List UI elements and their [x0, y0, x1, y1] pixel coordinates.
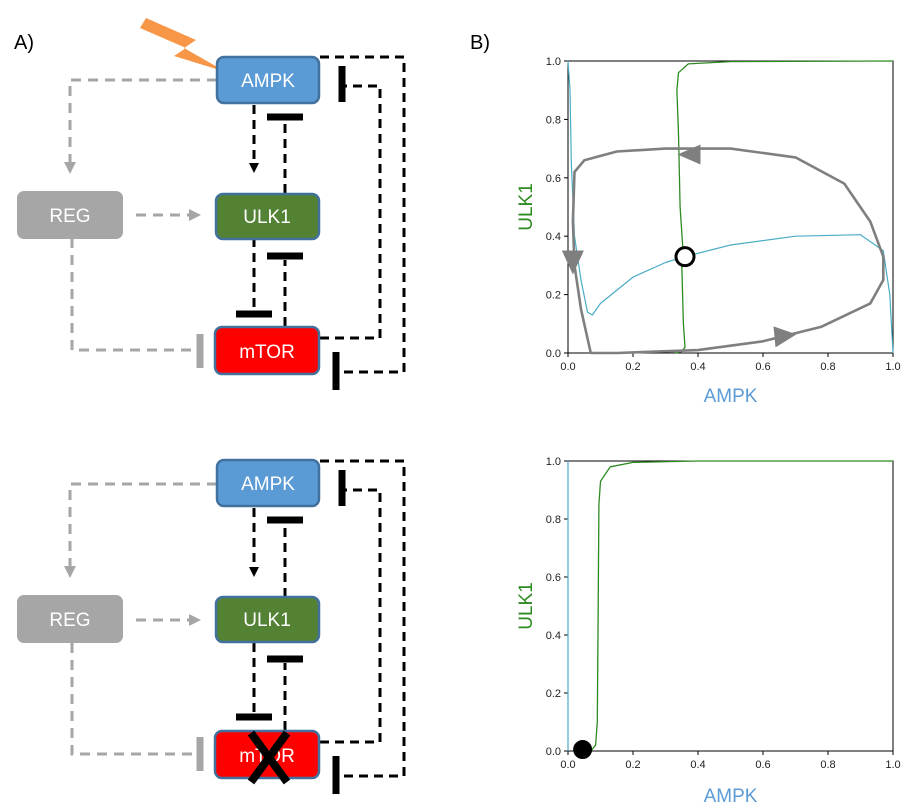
phase-plane-bottom: 0.0 0.2 0.4 0.6 0.8 1.0 0.0 0.2 0.4 0.6 0.8 1.0 AMPK… [516, 456, 901, 805]
flow-direction-arrow [677, 144, 701, 165]
y-tick-label: 1.0 [546, 456, 561, 468]
edge-ampk-inhibits-mtor [320, 459, 406, 778]
y-tick-label: 0.6 [546, 173, 561, 185]
x-tick-label: 0.6 [755, 361, 770, 373]
phase-plane-top: 0.0 0.2 0.4 0.6 0.8 1.0 0.0 0.2 0.4 0.6 0.8 1.0 AMPK… [516, 56, 901, 407]
edge-ampk-to-reg [64, 482, 217, 578]
node-ampk-label: AMPK [241, 474, 295, 495]
edge-ampk-to-reg [64, 78, 217, 174]
x-tick-label: 0.2 [625, 361, 640, 373]
node-ulk1: ULK1 [214, 595, 321, 644]
panel-a-label: A) [14, 32, 34, 54]
network-bottom: AMPK ULK1 mTOR REG [17, 458, 406, 794]
panel-b-label: B) [470, 32, 490, 54]
x-tick-label: 0.4 [690, 361, 705, 373]
y-tick-label: 0.4 [546, 630, 561, 642]
x-tick-label: 0.8 [820, 361, 835, 373]
x-tick-label: 0.6 [755, 759, 770, 771]
node-ulk1: ULK1 [214, 192, 321, 241]
x-tick-label: 1.0 [885, 361, 900, 373]
unstable-fixed-point [674, 246, 696, 268]
edge-mtor-inhibits-ampk [320, 488, 382, 744]
ulk1-nullcline-line [590, 460, 893, 752]
edge-ampk-inhibits-mtor [320, 55, 406, 374]
node-reg-label: REG [49, 206, 90, 227]
cross-icon [247, 730, 291, 785]
x-tick-label: 0.4 [690, 759, 705, 771]
x-tick-label: 0.8 [820, 759, 835, 771]
y-tick-label: 1.0 [546, 56, 561, 68]
node-mtor-label: mTOR [239, 342, 295, 363]
edge-mtor-inhibits-ampk [320, 84, 382, 340]
y-tick-label: 0.8 [546, 114, 561, 126]
node-reg: REG [17, 191, 123, 239]
flow-direction-arrow [561, 250, 584, 275]
edge-reg-inhibits-mtor [70, 238, 196, 352]
node-ampk: AMPK [215, 458, 321, 508]
ampk-nullcline-line [567, 60, 894, 354]
edge-reg-inhibits-mtor [70, 643, 196, 756]
x-tick-label: 0.0 [560, 361, 575, 373]
y-axis-label: ULK1 [516, 183, 537, 231]
y-axis-label: ULK1 [516, 582, 537, 630]
y-tick-label: 0.4 [546, 231, 561, 243]
x-tick-label: 1.0 [885, 759, 900, 771]
limit-cycle-line [571, 147, 885, 355]
y-tick-label: 0.2 [546, 290, 561, 302]
ulk1-nullcline-line [675, 60, 894, 354]
y-tick-label: 0.0 [546, 348, 561, 360]
plot-frame [567, 60, 894, 354]
plot-frame [567, 460, 894, 752]
node-ampk: AMPK [215, 55, 321, 105]
node-reg-label: REG [49, 610, 90, 631]
node-ulk1-label: ULK1 [243, 610, 291, 631]
y-tick-label: 0.2 [546, 688, 561, 700]
x-axis-label: AMPK [704, 386, 758, 407]
network-top: AMPK ULK1 mTOR REG [17, 18, 406, 390]
x-tick-label: 0.2 [625, 759, 640, 771]
x-tick-label: 0.0 [560, 759, 575, 771]
node-reg: REG [17, 595, 123, 643]
y-tick-label: 0.8 [546, 514, 561, 526]
stable-fixed-point [573, 740, 593, 760]
x-axis-label: AMPK [704, 786, 758, 805]
node-ampk-label: AMPK [241, 71, 295, 92]
node-mtor: mTOR [213, 325, 321, 376]
y-tick-label: 0.0 [546, 746, 561, 758]
node-mtor: mTOR [213, 729, 321, 785]
node-ulk1-label: ULK1 [243, 207, 291, 228]
flow-direction-arrow [773, 326, 797, 348]
y-tick-label: 0.6 [546, 572, 561, 584]
lightning-bolt-icon [140, 18, 226, 72]
